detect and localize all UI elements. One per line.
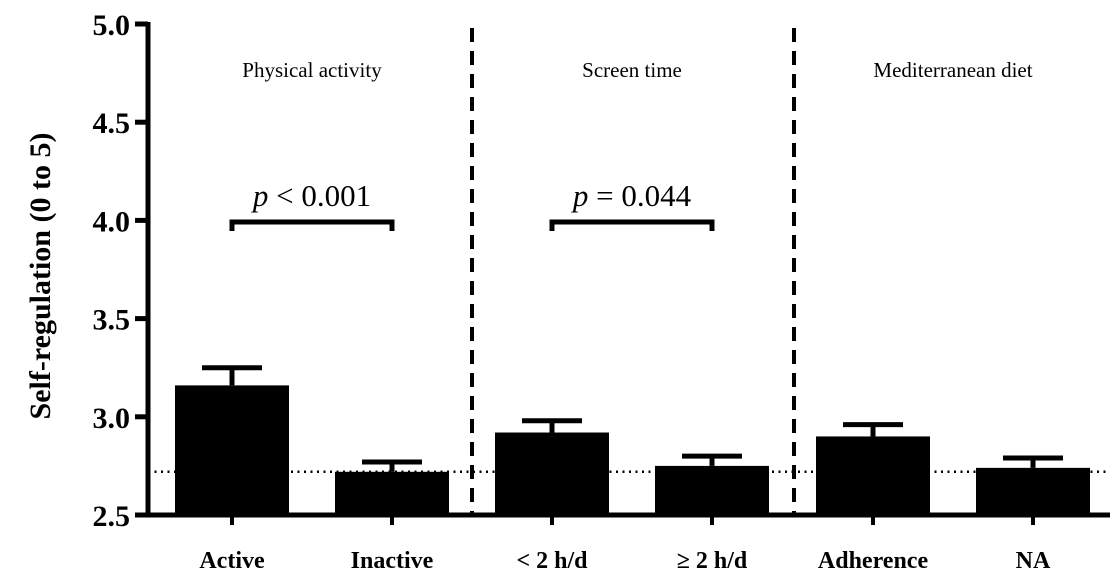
x-tick-label: Inactive [351, 548, 434, 574]
bar [175, 385, 289, 515]
significance-bracket [229, 219, 395, 231]
group-title: Screen time [582, 58, 682, 82]
bar [816, 436, 930, 515]
y-tick-label: 4.5 [93, 107, 131, 140]
bar [976, 467, 1090, 515]
group-title: Mediterranean diet [873, 58, 1032, 82]
x-tick-label: Active [199, 548, 265, 574]
y-tick-label: 5.0 [93, 9, 131, 42]
y-tick-label: 2.5 [93, 500, 131, 533]
y-tick-label: 3.5 [93, 304, 131, 337]
group-title: Physical activity [242, 58, 382, 82]
plot-area: 2.5 3.0 3.5 4.0 4.5 5.0 Active Inactive < 2 h/d ≥… [93, 9, 1110, 574]
y-tick-label: 3.0 [93, 402, 131, 435]
y-axis-label: Self-regulation (0 to 5) [24, 133, 57, 420]
x-tick-label: ≥ 2 h/d [677, 548, 748, 574]
x-tick-label: Adherence [818, 548, 929, 574]
bar [655, 465, 769, 515]
x-tick-label: < 2 h/d [516, 548, 588, 574]
x-tick-label: NA [1016, 548, 1051, 574]
bar [495, 432, 609, 515]
p-value-label: p < 0.001 [251, 178, 371, 213]
y-tick-label: 4.0 [93, 205, 131, 238]
significance-bracket [549, 219, 715, 231]
p-value-label: p = 0.044 [571, 178, 692, 213]
bar [335, 471, 449, 515]
